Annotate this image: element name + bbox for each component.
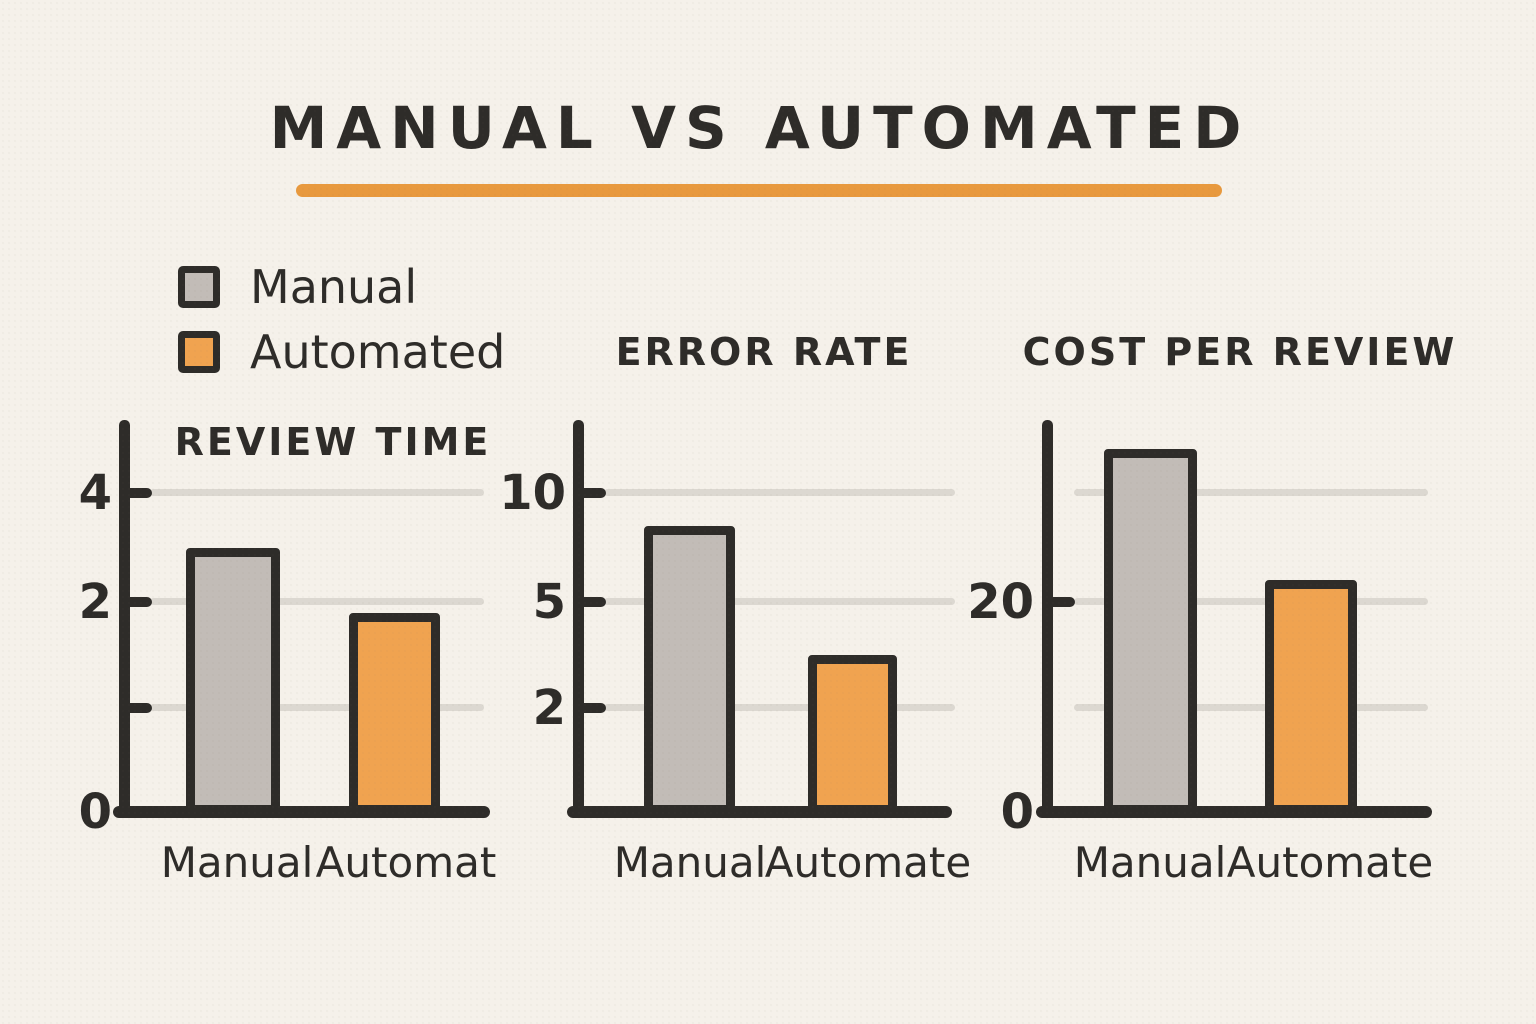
gridline — [604, 489, 955, 496]
chart-error-rate-title: ERROR RATE — [615, 330, 913, 374]
y-tick-label: 20 — [967, 574, 1034, 630]
x-category-label: Automate — [764, 838, 972, 887]
bar-cost-per-review-automate — [1265, 580, 1357, 814]
chart-error-rate-y-axis — [573, 420, 584, 818]
x-category-label: Manual — [613, 838, 767, 887]
y-tick-mark — [576, 597, 606, 607]
bar-cost-per-review-manual — [1104, 449, 1197, 814]
x-category-label: Manual — [1073, 838, 1227, 887]
page-title: MANUAL VS AUTOMATED — [269, 94, 1251, 162]
gridline — [150, 489, 484, 496]
gridline — [1074, 489, 1428, 496]
y-tick-mark — [122, 488, 152, 498]
legend-label-manual: Manual — [250, 260, 418, 314]
legend-item-automated: Automated — [178, 325, 505, 379]
title-underline-stroke — [296, 184, 1222, 197]
y-tick-mark — [576, 488, 606, 498]
gridline — [604, 598, 955, 605]
y-tick-label: 2 — [532, 680, 566, 736]
chart-cost-per-review-y-axis — [1042, 420, 1053, 818]
y-tick-mark — [576, 703, 606, 713]
x-category-label: Automate — [1226, 838, 1434, 887]
bar-error-rate-automate — [808, 655, 897, 814]
gridline — [604, 704, 955, 711]
chart-review-time-y-axis — [119, 420, 130, 818]
gridline — [1074, 598, 1428, 605]
bar-review-time-manual — [186, 548, 280, 814]
y-tick-label: 2 — [78, 574, 112, 630]
y-tick-label: 10 — [499, 465, 566, 521]
legend-swatch-automated — [178, 331, 220, 373]
legend-item-manual: Manual — [178, 260, 505, 314]
gridline — [1074, 704, 1428, 711]
y-tick-mark — [122, 703, 152, 713]
y-tick-label: 5 — [532, 574, 566, 630]
gridline — [150, 598, 484, 605]
bar-review-time-automat — [349, 613, 440, 814]
gridline — [150, 704, 484, 711]
y-tick-mark — [122, 597, 152, 607]
bar-error-rate-manual — [644, 526, 735, 814]
legend: Manual Automated — [178, 260, 505, 395]
legend-swatch-manual — [178, 266, 220, 308]
y-tick-label: 4 — [78, 465, 112, 521]
chart-review-time-title: REVIEW TIME — [174, 420, 492, 464]
legend-label-automated: Automated — [250, 325, 506, 379]
y-tick-mark — [1045, 597, 1075, 607]
x-category-label: Automat — [315, 838, 497, 887]
x-category-label: Manual — [160, 838, 314, 887]
y-tick-label: 0 — [78, 784, 112, 840]
chart-cost-per-review-title: COST PER REVIEW — [1022, 330, 1458, 374]
chart-cost-per-review-x-axis — [1036, 806, 1432, 818]
y-tick-label: 0 — [1000, 784, 1034, 840]
